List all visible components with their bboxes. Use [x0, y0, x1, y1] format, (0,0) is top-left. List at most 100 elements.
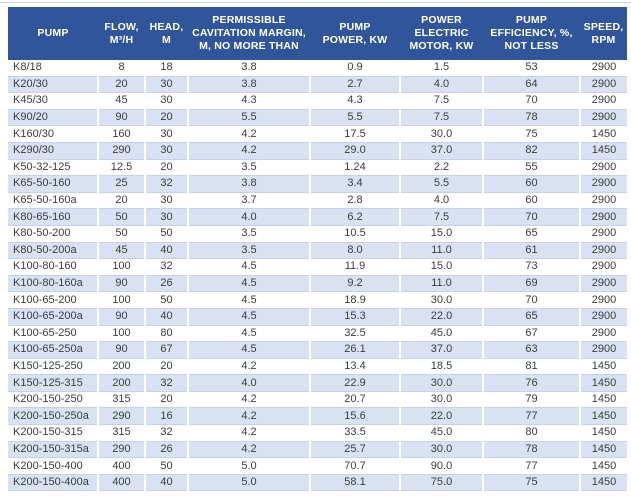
cell-flow: 25	[97, 175, 145, 193]
cell-flow: 200	[97, 358, 145, 376]
cell-cavitation: 4.5	[187, 275, 310, 293]
cell-head: 20	[144, 159, 188, 177]
cell-pump-power: 15.3	[309, 308, 400, 326]
table-row: K100-80-160 100 32 4.5 11.9 15.0 73 2900	[8, 258, 627, 276]
cell-motor-power: 45.0	[399, 424, 483, 442]
cell-pump-power: 32.5	[309, 325, 400, 343]
table-row: K100-80-160a 90 26 4.5 9.2 11.0 69 2900	[8, 275, 627, 293]
cell-motor-power: 22.0	[399, 308, 483, 326]
cell-efficiency: 78	[482, 441, 580, 459]
cell-motor-power: 15.0	[399, 225, 483, 243]
table-row: K50-32-125 12.5 20 3.5 1.24 2.2 55 2900	[8, 159, 627, 177]
cell-motor-power: 1.5	[399, 60, 483, 77]
cell-flow: 90	[97, 275, 145, 293]
cell-efficiency: 77	[482, 457, 580, 475]
table-row: K80-65-160 50 30 4.0 6.2 7.5 70 2900	[8, 208, 627, 226]
cell-cavitation: 3.8	[187, 175, 310, 193]
cell-head: 20	[144, 391, 188, 409]
cell-pump-power: 2.8	[309, 192, 400, 210]
cell-flow: 315	[97, 424, 145, 442]
cell-pump-name: K100-80-160	[8, 258, 98, 276]
cell-motor-power: 37.0	[399, 341, 483, 359]
cell-efficiency: 73	[482, 258, 580, 276]
cell-speed: 2900	[579, 109, 627, 127]
cell-speed: 2900	[579, 175, 627, 193]
cell-speed: 2900	[579, 92, 627, 110]
cell-speed: 1450	[579, 142, 627, 160]
cell-efficiency: 70	[482, 208, 580, 226]
cell-cavitation: 4.5	[187, 258, 310, 276]
cell-flow: 45	[97, 242, 145, 260]
cell-pump-name: K200-150-250	[8, 391, 98, 409]
table-row: K8/18 8 18 3.8 0.9 1.5 53 2900	[8, 60, 627, 77]
cell-speed: 2900	[579, 192, 627, 210]
cell-motor-power: 30.0	[399, 125, 483, 143]
cell-cavitation: 4.2	[187, 142, 310, 160]
table-row: K80-50-200a 45 40 3.5 8.0 11.0 61 2900	[8, 242, 627, 260]
cell-cavitation: 4.2	[187, 358, 310, 376]
cell-pump-name: K50-32-125	[8, 159, 98, 177]
cell-motor-power: 30.0	[399, 374, 483, 392]
cell-head: 67	[144, 341, 188, 359]
cell-pump-power: 15.6	[309, 407, 400, 426]
cell-motor-power: 4.0	[399, 192, 483, 210]
cell-pump-name: K160/30	[8, 125, 98, 143]
cell-speed: 2900	[579, 242, 627, 260]
cell-pump-power: 6.2	[309, 208, 400, 226]
cell-cavitation: 5.0	[187, 457, 310, 475]
cell-pump-power: 5.5	[309, 109, 400, 127]
cell-cavitation: 5.0	[187, 474, 310, 492]
cell-motor-power: 2.2	[399, 159, 483, 177]
cell-efficiency: 78	[482, 109, 580, 127]
cell-efficiency: 77	[482, 407, 580, 426]
cell-pump-power: 17.5	[309, 125, 400, 143]
cell-pump-power: 33.5	[309, 424, 400, 442]
cell-pump-name: K65-50-160	[8, 175, 98, 193]
table-header: PUMP FLOW, M³/H HEAD, M PERMISSIBLE CAVI…	[8, 7, 627, 60]
cell-cavitation: 4.5	[187, 325, 310, 343]
cell-flow: 400	[97, 457, 145, 475]
cell-cavitation: 4.3	[187, 92, 310, 110]
cell-pump-name: K200-150-315	[8, 424, 98, 442]
cell-pump-power: 22.9	[309, 374, 400, 392]
cell-efficiency: 60	[482, 192, 580, 210]
cell-speed: 2900	[579, 275, 627, 293]
cell-head: 30	[144, 142, 188, 160]
cell-pump-power: 8.0	[309, 242, 400, 260]
cell-head: 40	[144, 242, 188, 260]
header-cell-cavitation: PERMISSIBLE CAVITATION MARGIN, M, NO MOR…	[188, 7, 310, 60]
cell-flow: 100	[97, 325, 145, 343]
cell-flow: 100	[97, 291, 145, 309]
cell-cavitation: 4.0	[187, 208, 310, 226]
cell-pump-power: 4.3	[309, 92, 400, 110]
cell-pump-name: K200-150-250a	[8, 407, 98, 426]
cell-efficiency: 76	[482, 374, 580, 392]
cell-head: 40	[144, 474, 188, 492]
cell-motor-power: 30.0	[399, 291, 483, 309]
cell-motor-power: 90.0	[399, 457, 483, 475]
cell-motor-power: 15.0	[399, 258, 483, 276]
cell-efficiency: 70	[482, 92, 580, 110]
cell-cavitation: 4.5	[187, 291, 310, 309]
cell-speed: 2900	[579, 341, 627, 359]
cell-cavitation: 4.2	[187, 391, 310, 409]
cell-flow: 20	[97, 76, 145, 94]
cell-cavitation: 5.5	[187, 109, 310, 127]
cell-pump-power: 1.24	[309, 159, 400, 177]
cell-flow: 200	[97, 374, 145, 392]
table-row: K200-150-250 315 20 4.2 20.7 30.0 79 145…	[8, 391, 627, 409]
cell-head: 16	[144, 407, 188, 426]
cell-motor-power: 22.0	[399, 407, 483, 426]
cell-head: 32	[144, 374, 188, 392]
cell-cavitation: 3.8	[187, 76, 310, 94]
table-row: K100-65-250a 90 67 4.5 26.1 37.0 63 2900	[8, 341, 627, 359]
cell-pump-name: K65-50-160a	[8, 192, 98, 210]
cell-head: 40	[144, 308, 188, 326]
cell-speed: 2900	[579, 76, 627, 94]
cell-speed: 1450	[579, 407, 627, 426]
cell-speed: 2900	[579, 291, 627, 309]
cell-efficiency: 61	[482, 242, 580, 260]
table-row: K100-65-250 100 80 4.5 32.5 45.0 67 2900	[8, 325, 627, 343]
table-row: K200-150-250a 290 16 4.2 15.6 22.0 77 14…	[8, 407, 627, 426]
cell-pump-power: 0.9	[309, 60, 400, 77]
